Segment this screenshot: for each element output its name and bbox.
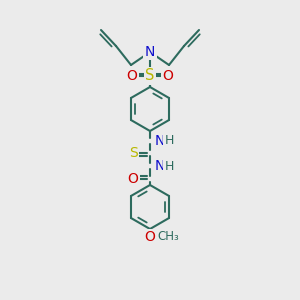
Text: N: N [155,159,165,173]
Text: S: S [145,68,155,83]
Text: O: O [145,230,155,244]
Text: H: H [164,160,174,172]
Text: N: N [145,45,155,59]
Text: S: S [129,146,137,160]
Text: N: N [155,134,165,148]
Text: H: H [164,134,174,148]
Text: O: O [163,69,173,83]
Text: O: O [128,172,138,186]
Text: CH₃: CH₃ [157,230,179,244]
Text: O: O [127,69,137,83]
